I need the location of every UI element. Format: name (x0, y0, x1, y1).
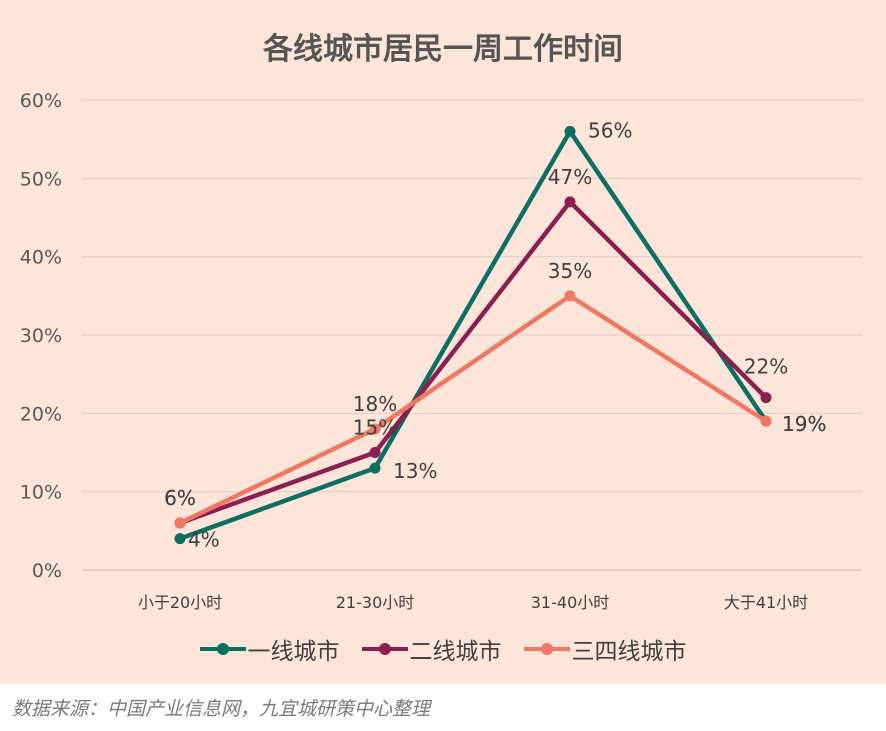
footer: 数据来源：中国产业信息网，九宜城研策中心整理 (0, 684, 886, 731)
source-note: 数据来源：中国产业信息网，九宜城研策中心整理 (12, 698, 431, 720)
x-tick-label: 大于41小时 (724, 593, 808, 612)
data-label: 15% (353, 416, 397, 440)
legend-marker (378, 643, 391, 655)
data-label: 6% (164, 486, 196, 510)
data-label: 4% (188, 528, 220, 552)
legend: 一线城市 二线城市 三四线城市 (0, 632, 886, 666)
data-point (760, 415, 772, 427)
y-tick-label: 50% (20, 168, 62, 190)
data-label: 19% (782, 412, 826, 436)
legend-marker (540, 643, 553, 655)
data-point (564, 196, 576, 208)
y-tick-label: 20% (20, 403, 62, 425)
y-tick-label: 40% (20, 247, 62, 269)
data-label: 35% (548, 259, 592, 283)
chart-panel: 各线城市居民一周工作时间 0% 10% 20% 30% 40% 50% 60% 小于20小时 2… (0, 0, 886, 684)
legend-item: 二线城市 (361, 632, 502, 666)
line-chart: 0% 10% 20% 30% 40% 50% 60% 小于20小时 21-30小时 31-40小时… (20, 90, 862, 612)
x-tick-label: 小于20小时 (138, 593, 222, 612)
legend-label: 三四线城市 (571, 639, 687, 665)
legend-swatch (361, 643, 408, 655)
data-point (369, 447, 381, 458)
data-point (174, 533, 186, 545)
data-point (564, 125, 576, 137)
legend-swatch (523, 643, 570, 655)
legend-item: 一线城市 (199, 632, 340, 666)
series-line (177, 199, 769, 526)
data-label: 22% (744, 355, 788, 379)
data-label: 56% (588, 118, 632, 142)
data-point (369, 423, 381, 435)
data-point (369, 462, 381, 474)
legend-item: 三四线城市 (523, 632, 687, 666)
series-line (177, 293, 769, 526)
legend-label: 二线城市 (409, 639, 502, 665)
x-tick-label: 21-30小时 (336, 593, 415, 612)
y-tick-label: 0% (32, 560, 62, 582)
series-line (177, 129, 769, 541)
data-point (760, 392, 772, 404)
y-tick-label: 10% (20, 482, 62, 504)
legend-swatch (199, 643, 246, 655)
y-tick-label: 30% (20, 325, 62, 347)
data-label: 6% (164, 486, 196, 510)
data-label: 47% (548, 165, 592, 189)
legend-marker (216, 643, 229, 655)
y-tick-label: 60% (20, 90, 62, 112)
data-point (564, 290, 576, 302)
chart-title: 各线城市居民一周工作时间 (263, 32, 623, 67)
data-point (174, 517, 186, 529)
data-label: 18% (353, 392, 397, 416)
legend-label: 一线城市 (247, 639, 340, 665)
data-label: 13% (393, 459, 437, 483)
x-tick-label: 31-40小时 (531, 593, 610, 612)
data-label: 19% (782, 412, 826, 436)
